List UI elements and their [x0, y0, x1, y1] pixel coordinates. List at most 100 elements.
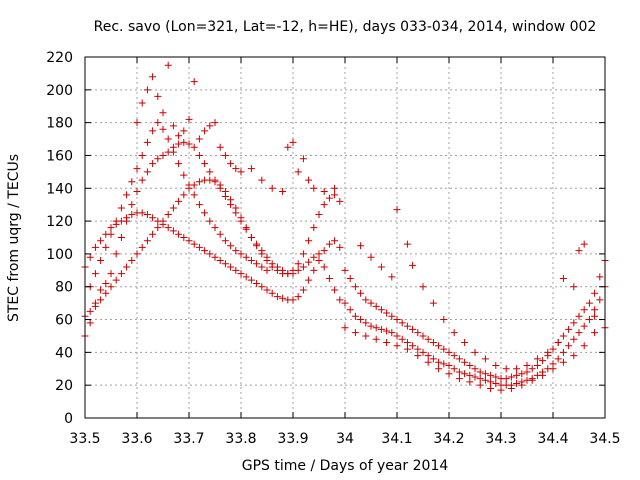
x-tick-label: 33.7 [173, 431, 204, 447]
y-tick-label: 100 [46, 247, 73, 263]
data-point [185, 140, 193, 148]
data-point [154, 224, 162, 232]
data-point [346, 306, 354, 314]
data-point [414, 345, 422, 353]
data-point [211, 224, 219, 232]
data-point [195, 151, 203, 159]
data-point [419, 283, 427, 291]
data-point [185, 237, 193, 245]
data-point [580, 306, 588, 314]
data-point [559, 332, 567, 340]
data-point [149, 73, 157, 81]
y-axis-label: STEC from uqrg / TECUs [6, 154, 22, 322]
data-point [143, 237, 151, 245]
data-point [476, 368, 484, 376]
data-point [591, 312, 599, 320]
data-point [325, 194, 333, 202]
data-point [310, 266, 318, 274]
data-point [216, 256, 224, 264]
data-point [320, 247, 328, 255]
y-tick-label: 80 [55, 280, 73, 296]
data-point [461, 358, 469, 366]
data-point [112, 217, 120, 225]
data-point [559, 348, 567, 356]
data-point [97, 256, 105, 264]
data-point [565, 325, 573, 333]
data-point [440, 316, 448, 324]
data-point [591, 329, 599, 337]
data-point [112, 276, 120, 284]
data-point [450, 329, 458, 337]
data-points [81, 61, 609, 394]
data-point [227, 160, 235, 168]
data-point [445, 348, 453, 356]
data-point [539, 371, 547, 379]
y-tick-label: 120 [46, 214, 73, 230]
data-point [107, 283, 115, 291]
data-point [164, 135, 172, 143]
data-point [221, 151, 229, 159]
data-point [357, 289, 365, 297]
data-point [331, 286, 339, 294]
data-point [138, 176, 146, 184]
data-point [336, 243, 344, 251]
data-point [91, 302, 99, 310]
data-point [102, 243, 110, 251]
data-point [357, 316, 365, 324]
data-point [533, 361, 541, 369]
data-point [435, 342, 443, 350]
data-point [502, 375, 510, 383]
data-point [305, 258, 313, 266]
data-point [398, 335, 406, 343]
data-point [424, 358, 432, 366]
data-point [232, 204, 240, 212]
data-point [528, 376, 536, 384]
data-point [445, 361, 453, 369]
data-point [513, 371, 521, 379]
data-point [466, 371, 474, 379]
data-point [549, 345, 557, 353]
data-point [268, 289, 276, 297]
data-point [164, 224, 172, 232]
data-point [169, 122, 177, 130]
data-point [507, 384, 515, 392]
data-point [513, 380, 521, 388]
y-tick-labels: 0 20 40 60 80 100 120 140 160 180 200 220 [46, 50, 73, 427]
data-point [466, 361, 474, 369]
data-point [190, 78, 198, 86]
data-point [201, 127, 209, 135]
data-point [138, 209, 146, 217]
data-point [195, 243, 203, 251]
data-point [362, 319, 370, 327]
data-point [403, 240, 411, 248]
data-point [559, 275, 567, 283]
data-point [367, 299, 375, 307]
x-tick-label: 33.5 [69, 431, 100, 447]
data-point [180, 138, 188, 146]
data-point [305, 276, 313, 284]
data-point [554, 339, 562, 347]
data-point [206, 217, 214, 225]
data-point [185, 181, 193, 189]
data-point [372, 335, 380, 343]
y-tick-label: 60 [55, 313, 73, 329]
data-point [325, 275, 333, 283]
data-point [258, 283, 266, 291]
data-point [232, 266, 240, 274]
data-point [320, 263, 328, 271]
data-point [133, 250, 141, 258]
data-point [221, 188, 229, 196]
data-point [435, 365, 443, 373]
data-point [133, 119, 141, 127]
data-point [117, 234, 125, 241]
data-point [195, 135, 203, 143]
data-point [128, 211, 136, 219]
data-point [591, 306, 599, 314]
data-point [128, 178, 136, 186]
data-point [393, 206, 401, 214]
data-point [289, 266, 297, 274]
data-point [471, 365, 479, 373]
data-point [216, 143, 224, 151]
data-point [164, 61, 172, 69]
data-point [362, 296, 370, 304]
